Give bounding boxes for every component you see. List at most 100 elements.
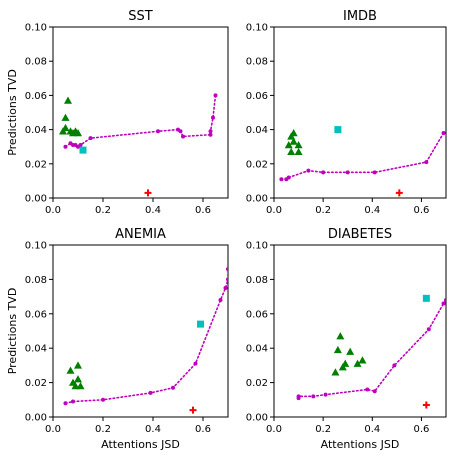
triangle-point: [294, 140, 303, 149]
x-tick-label: 0.2: [315, 424, 331, 435]
y-tick-label: 0.00: [25, 413, 47, 424]
y-tick-label: 0.08: [25, 275, 47, 286]
triangle-point: [336, 332, 345, 340]
curve-point: [63, 401, 68, 406]
chart-panel-1: SST 0.00 0.02 0.04 0.06 0.08 0.10 0.0 0.2 0.4 0.6 P…: [6, 9, 229, 216]
curve-point: [78, 142, 83, 147]
curve-point: [444, 298, 446, 303]
triangle-point: [61, 113, 70, 121]
curve-point: [148, 390, 153, 395]
x-tick-label: 0.4: [364, 424, 380, 435]
triangle-point: [333, 345, 342, 354]
curve-point: [193, 361, 198, 366]
curve-point: [208, 129, 213, 134]
triangle-point: [341, 359, 350, 367]
y-tick-label: 0.04: [246, 344, 268, 355]
triangle-point: [76, 382, 85, 390]
x-tick-label: 0.2: [95, 424, 111, 435]
curve-point: [372, 389, 377, 394]
y-tick-label: 0.10: [25, 23, 47, 34]
chart-panel-3: ANEMIA 0.00 0.02 0.04 0.06 0.08 0.10 0.0 0.2 0.4 0…: [6, 227, 229, 451]
curve-point: [424, 160, 429, 165]
curve-point: [178, 129, 183, 134]
y-tick-label: 0.08: [246, 57, 268, 68]
y-tick-label: 0.04: [25, 125, 47, 136]
x-tick-label: 0.4: [145, 205, 161, 216]
curve-point: [296, 394, 301, 399]
curve-point: [171, 385, 175, 390]
curve-point: [63, 144, 68, 149]
x-tick-label: 0.6: [413, 205, 429, 216]
triangle-point: [287, 147, 296, 156]
curve-point: [223, 286, 228, 290]
y-tick-label: 0.04: [246, 125, 268, 136]
plus-point: [395, 189, 403, 197]
curve-point: [279, 177, 284, 182]
y-tick-label: 0.10: [25, 241, 47, 252]
curve-point: [101, 397, 105, 402]
triangle-point: [74, 361, 82, 369]
x-tick-label: 0.6: [413, 424, 429, 435]
curve-point: [71, 399, 75, 404]
chart-title: ANEMIA: [115, 227, 166, 242]
x-axis-label: Attentions JSD: [101, 438, 180, 451]
curve-point: [226, 277, 228, 282]
y-tick-label: 0.00: [246, 194, 268, 205]
y-tick-label: 0.06: [25, 309, 47, 320]
square-point: [197, 320, 204, 328]
y-tick-label: 0.02: [25, 159, 47, 170]
curve-point: [213, 93, 218, 98]
triangle-point: [358, 356, 367, 364]
curve-point: [208, 132, 213, 137]
triangle-point: [284, 140, 293, 149]
y-tick-label: 0.06: [246, 91, 268, 102]
x-axis-label: Attentions JSD: [321, 438, 400, 451]
y-tick-label: 0.10: [246, 23, 268, 34]
square-point: [334, 126, 342, 134]
y-tick-label: 0.00: [246, 413, 268, 424]
y-tick-label: 0.04: [25, 344, 47, 355]
curve-point: [426, 327, 431, 332]
curve-point: [345, 170, 350, 175]
plot-data: [59, 93, 218, 197]
plot-frame: [52, 244, 229, 418]
triangle-point: [289, 137, 298, 145]
curve-point: [306, 168, 311, 173]
plot-frame: [52, 26, 229, 199]
y-axis-label: Predictions TVD: [6, 288, 19, 375]
triangle-point: [74, 129, 82, 137]
curve-point: [441, 131, 446, 136]
chart-panel-2: IMDB 0.00 0.02 0.04 0.06 0.08 0.10 0.0 0.2 0.4 0.6: [246, 9, 447, 216]
curve-point: [441, 301, 446, 306]
x-tick-label: 0.4: [364, 205, 380, 216]
y-tick-label: 0.06: [246, 309, 268, 320]
curve-point: [218, 298, 223, 303]
x-tick-label: 0.0: [266, 205, 282, 216]
x-tick-label: 0.6: [195, 424, 211, 435]
triangle-point: [346, 347, 355, 355]
plot-frame: [273, 26, 447, 199]
x-tick-label: 0.2: [95, 205, 111, 216]
plot-data: [296, 294, 446, 409]
curve-point: [211, 115, 215, 120]
y-tick-label: 0.02: [246, 378, 268, 389]
x-tick-label: 0.0: [45, 205, 61, 216]
curve-point: [321, 170, 326, 175]
triangle-point: [61, 123, 70, 132]
triangle-point: [289, 129, 298, 137]
x-tick-label: 0.0: [45, 424, 61, 435]
curve-point: [372, 170, 377, 175]
y-axis-label: Predictions TVD: [6, 69, 19, 156]
curve-point: [323, 392, 328, 397]
y-tick-label: 0.06: [25, 91, 47, 102]
y-tick-label: 0.02: [25, 378, 47, 389]
square-point: [79, 146, 87, 154]
y-tick-label: 0.10: [246, 241, 268, 252]
curve-point: [226, 267, 228, 272]
y-tick-label: 0.08: [25, 57, 47, 68]
triangle-point: [353, 359, 362, 367]
chart-title: SST: [128, 9, 153, 24]
plus-point: [422, 401, 430, 409]
x-tick-label: 0.0: [266, 424, 282, 435]
